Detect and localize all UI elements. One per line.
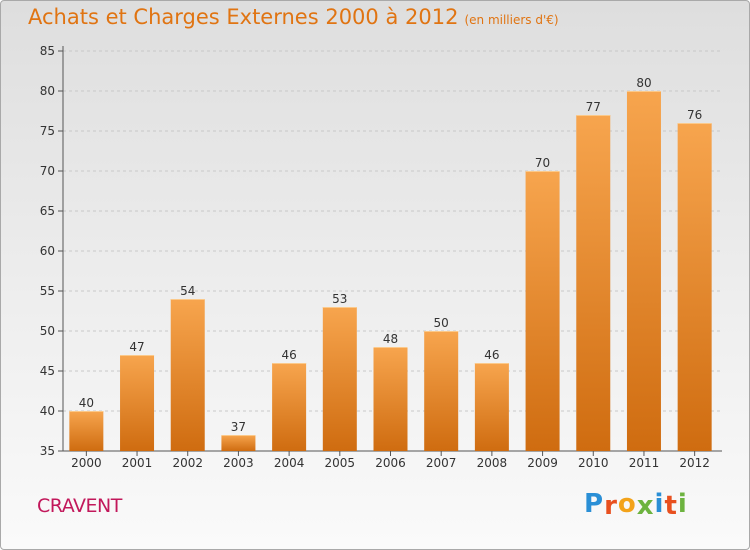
logo-letter: x	[636, 491, 655, 521]
x-tick-label: 2005	[325, 456, 356, 470]
bar-value-label: 50	[434, 316, 449, 330]
y-tick-label: 50	[40, 324, 55, 338]
y-tick-label: 35	[40, 444, 55, 458]
y-tick-label: 80	[40, 84, 55, 98]
y-tick-label: 45	[40, 364, 55, 378]
bar	[69, 411, 104, 451]
logo-letter: o	[617, 489, 637, 519]
bar-value-label: 80	[636, 76, 651, 90]
y-tick-label: 65	[40, 204, 55, 218]
bar-value-label: 77	[586, 100, 601, 114]
x-tick-label: 2008	[477, 456, 508, 470]
bar	[221, 435, 256, 451]
x-tick-label: 2004	[274, 456, 305, 470]
x-tick-label: 2001	[122, 456, 153, 470]
bar-value-label: 48	[383, 332, 398, 346]
y-tick-label: 40	[40, 404, 55, 418]
y-tick-label: 75	[40, 124, 55, 138]
x-tick-label: 2011	[629, 456, 660, 470]
bar	[525, 171, 560, 451]
bars	[69, 91, 712, 451]
y-tick-label: 85	[40, 44, 55, 58]
x-tick-label: 2002	[172, 456, 203, 470]
bar-value-label: 46	[484, 348, 499, 362]
x-tick-label: 2003	[223, 456, 254, 470]
labels: 35 40 45 50 55 60 65 70 75 80 85 40 2000 47 2001 54 2002…	[40, 44, 710, 470]
x-tick-label: 2010	[578, 456, 609, 470]
y-tick-label: 55	[40, 284, 55, 298]
bar-value-label: 76	[687, 108, 702, 122]
bar	[474, 363, 509, 451]
y-tick-label: 60	[40, 244, 55, 258]
bar-value-label: 40	[79, 396, 94, 410]
bar	[677, 123, 712, 451]
bar-value-label: 37	[231, 420, 246, 434]
bar	[576, 115, 611, 451]
logo-letter: i	[677, 489, 688, 519]
x-tick-label: 2000	[71, 456, 102, 470]
bar-value-label: 46	[281, 348, 296, 362]
bar-value-label: 70	[535, 156, 550, 170]
chart-title: Achats et Charges Externes 2000 à 2012 (e…	[28, 5, 559, 29]
chart-unit-label: (en milliers d'€)	[464, 13, 559, 27]
bar-value-label: 47	[129, 340, 144, 354]
bar	[322, 307, 357, 451]
bar-value-label: 54	[180, 284, 195, 298]
x-tick-label: 2009	[527, 456, 558, 470]
logo-letter: i	[654, 489, 665, 519]
bar	[120, 355, 155, 451]
bar	[424, 331, 459, 451]
commune-name: CRAVENT	[37, 495, 122, 517]
logo-letter: P	[584, 489, 605, 519]
x-tick-label: 2007	[426, 456, 457, 470]
y-tick-label: 70	[40, 164, 55, 178]
chart-title-text: Achats et Charges Externes 2000 à 2012	[28, 5, 459, 29]
bar-value-label: 53	[332, 292, 347, 306]
x-tick-label: 2006	[375, 456, 406, 470]
bar	[626, 91, 661, 451]
proxiti-logo: Proxiti	[584, 489, 688, 521]
logo-letter: r	[604, 491, 618, 521]
bar	[373, 347, 408, 451]
bar	[170, 299, 205, 451]
logo-letter: t	[664, 491, 678, 521]
bar	[272, 363, 307, 451]
x-tick-label: 2012	[679, 456, 710, 470]
